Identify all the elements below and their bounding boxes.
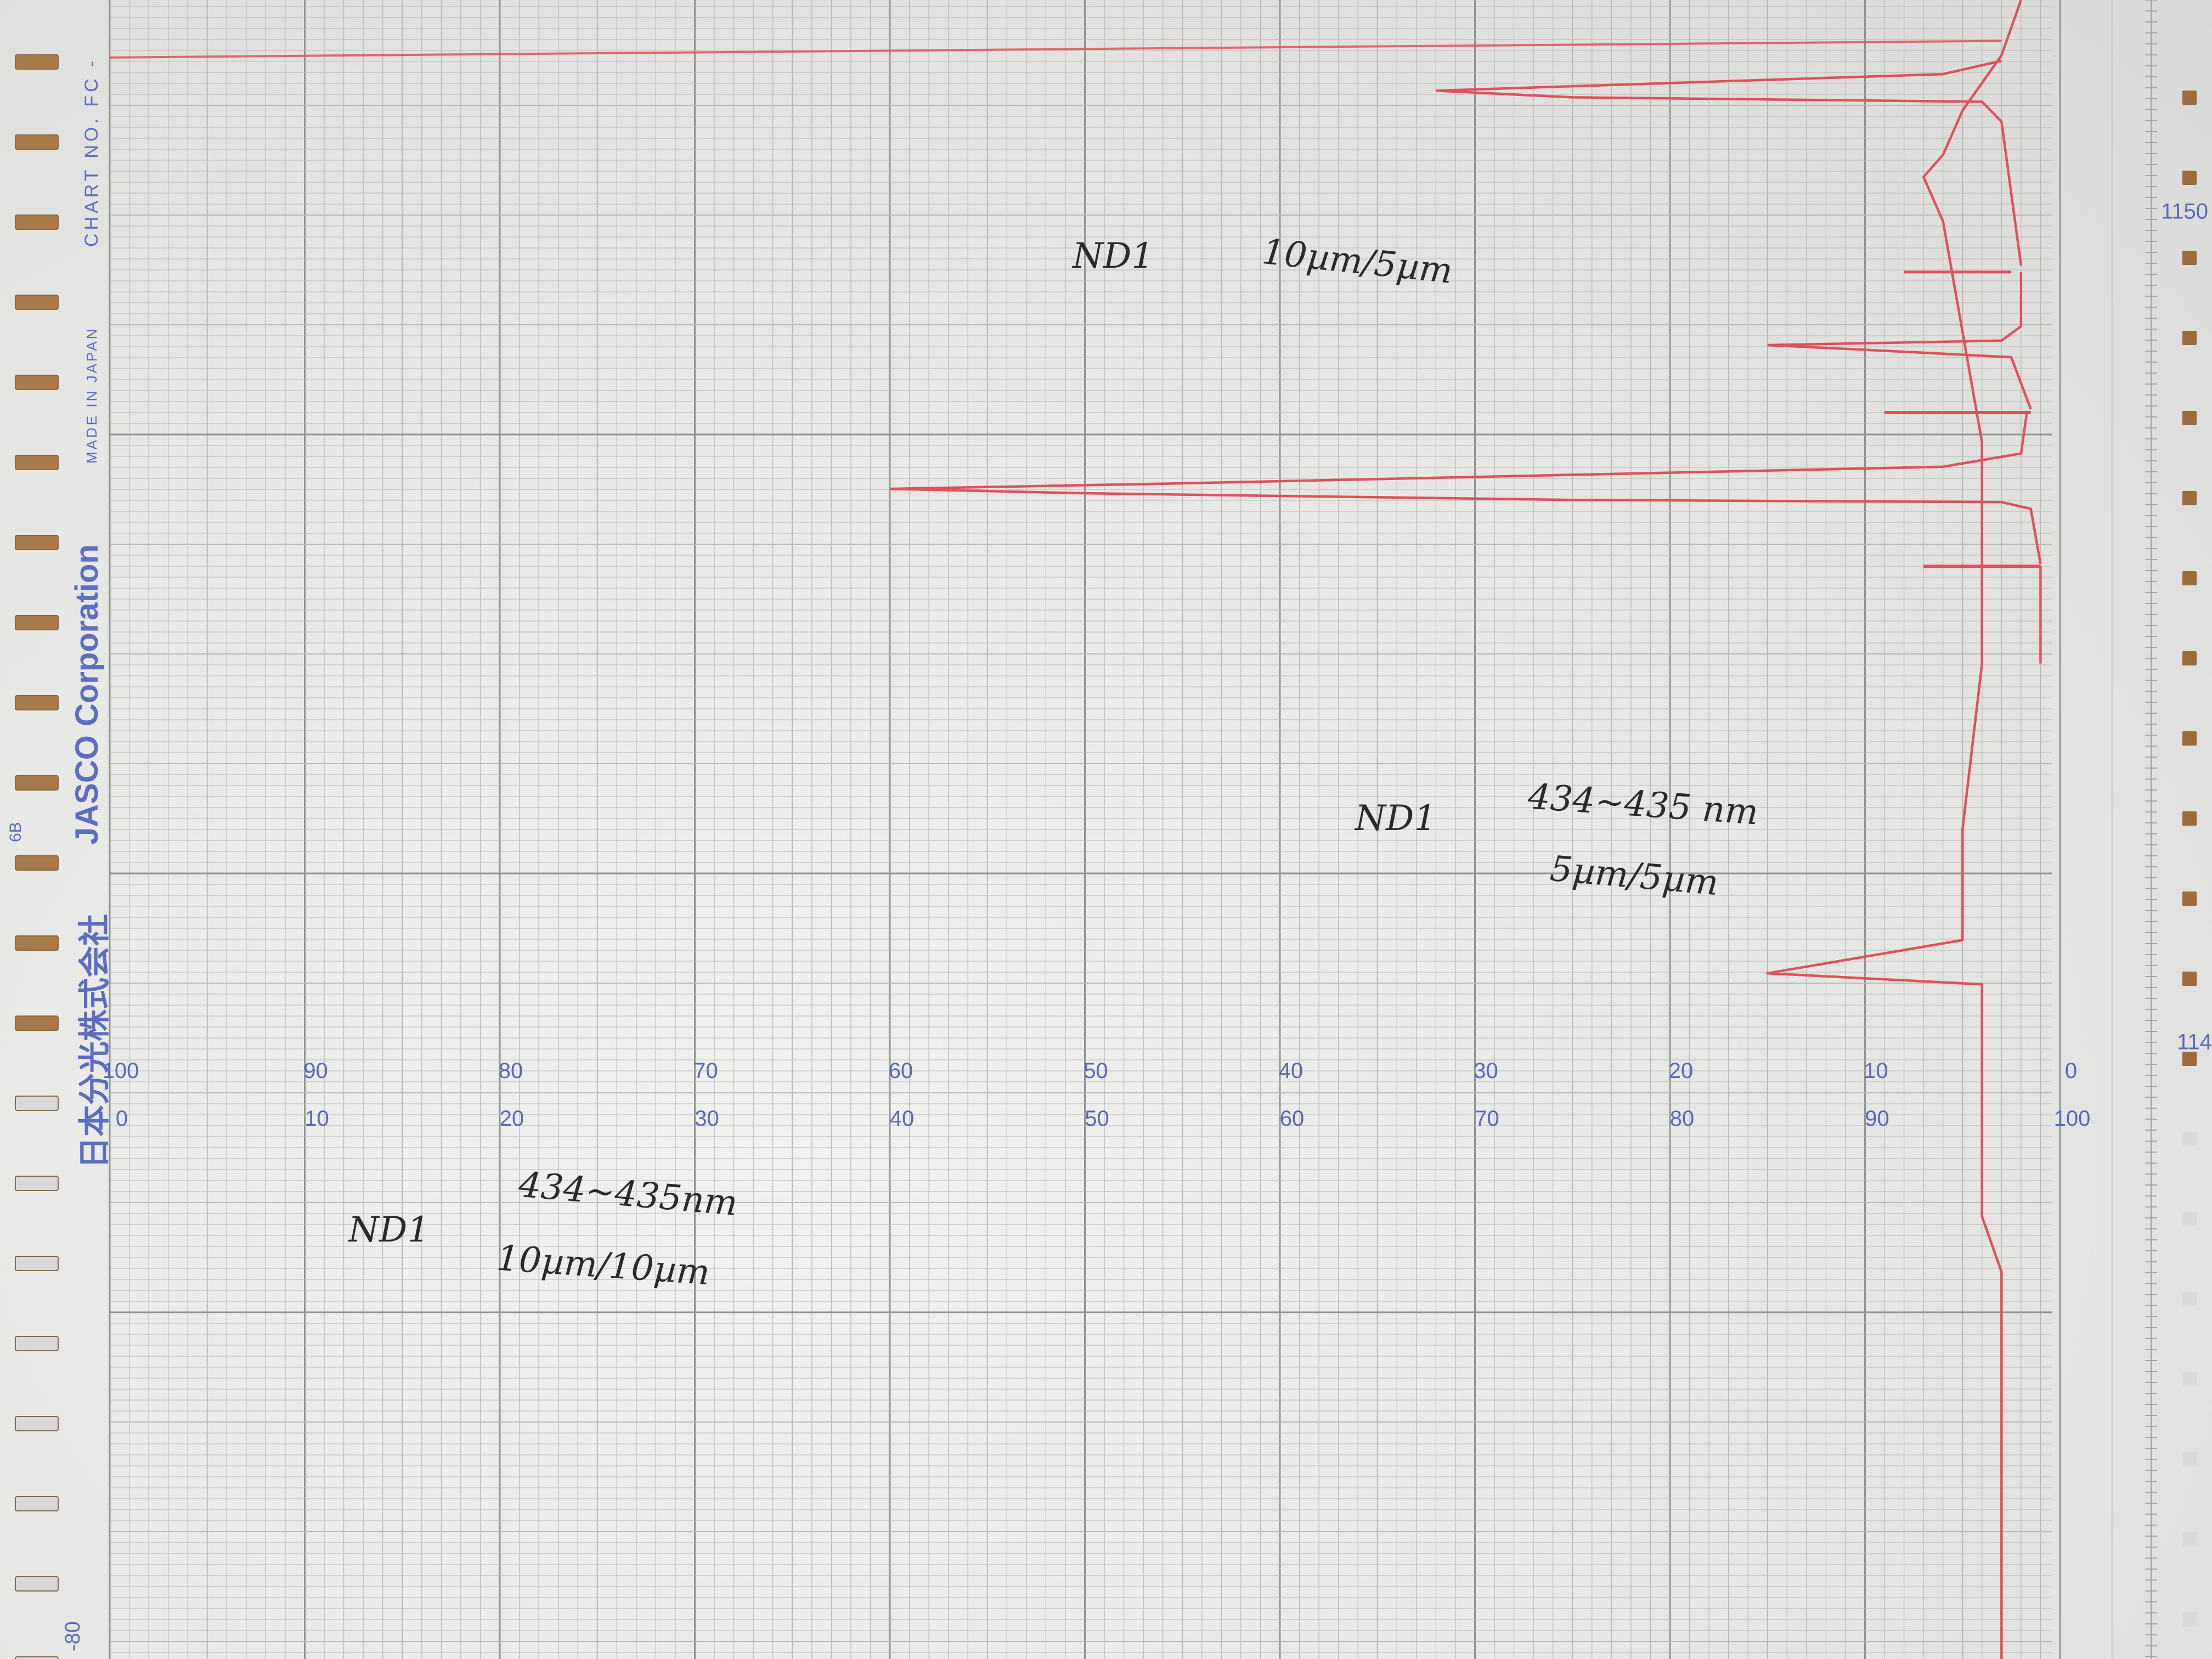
margin-label-6b: 6B	[7, 822, 25, 842]
sprocket-hole-left	[15, 935, 59, 951]
x-scale-top-tick-label: 50	[1084, 1059, 1108, 1083]
company-name-english: JASCO Corporation	[69, 544, 105, 845]
sprocket-hole-right	[2182, 1292, 2197, 1306]
x-scale-bottom-tick-label: 10	[304, 1107, 329, 1131]
x-scale-top-tick-label: 30	[1474, 1059, 1498, 1083]
sprocket-hole-right	[2182, 1372, 2197, 1386]
sprocket-hole-left	[15, 1576, 59, 1592]
x-scale-bottom-tick-label: 80	[1670, 1107, 1695, 1131]
trace-peak-3	[889, 412, 2042, 565]
sprocket-hole-left	[15, 615, 59, 630]
sprocket-hole-right	[2182, 571, 2197, 585]
x-scale-bottom-tick-label: 50	[1085, 1107, 1109, 1131]
sprocket-hole-left	[15, 1336, 59, 1351]
sprocket-hole-right	[2182, 1532, 2197, 1547]
sprocket-hole-right	[2182, 411, 2197, 425]
x-scale-bottom-tick-label: 30	[695, 1107, 719, 1131]
x-scale-bottom-tick-label: 70	[1475, 1107, 1499, 1131]
sprocket-hole-left	[15, 1096, 59, 1111]
sprocket-hole-left	[15, 695, 59, 710]
trace-series-2	[1766, 830, 2003, 1659]
sprocket-hole-right	[2182, 91, 2197, 105]
sprocket-hole-left	[15, 535, 59, 550]
annotation-1-label: ND1	[1073, 236, 1154, 276]
sprocket-hole-right	[2182, 972, 2197, 986]
x-scale-top-tick-label: 90	[303, 1059, 328, 1083]
sprocket-hole-left	[15, 1256, 59, 1271]
chart-number-label: CHART NO. FC -	[81, 57, 102, 247]
x-scale-top-tick-label: 60	[889, 1059, 913, 1083]
sprocket-hole-right	[2182, 1612, 2197, 1627]
trace-baseline-segment	[109, 40, 2002, 59]
sprocket-hole-right	[2182, 1052, 2197, 1066]
sprocket-hole-left	[15, 1176, 59, 1191]
sprocket-hole-left	[15, 1015, 59, 1031]
x-scale-bottom-tick-label: 40	[890, 1107, 915, 1131]
sprocket-hole-right	[2182, 651, 2197, 665]
x-scale-top-tick-label: 40	[1279, 1059, 1304, 1083]
annotation-2-label: ND1	[1355, 798, 1437, 839]
sprocket-hole-left	[15, 134, 59, 150]
x-scale-bottom-tick-label: 100	[2054, 1107, 2091, 1131]
sprocket-hole-right	[2182, 811, 2197, 826]
right-margin-label-1150: 1150	[2160, 199, 2209, 224]
trace-peak-1	[1436, 59, 2023, 266]
x-scale-top-tick-label: 20	[1669, 1059, 1694, 1083]
x-scale-top-tick-label: 10	[1864, 1059, 1888, 1083]
x-scale-bottom-tick-label: 0	[116, 1107, 128, 1131]
sprocket-hole-left	[15, 1416, 59, 1431]
sprocket-hole-right	[2182, 331, 2197, 345]
sprocket-hole-right	[2182, 1452, 2197, 1466]
x-scale-top-tick-label: 100	[103, 1059, 139, 1083]
annotation-3-label: ND1	[348, 1210, 430, 1250]
trace-peak-2	[1767, 272, 2032, 410]
x-scale-bottom-tick-label: 60	[1280, 1107, 1305, 1131]
sprocket-hole-right	[2182, 171, 2197, 185]
x-scale-top-tick-label: 70	[693, 1059, 718, 1083]
made-in-label: MADE IN JAPAN	[83, 326, 100, 464]
sprocket-hole-left	[15, 1656, 59, 1659]
sprocket-hole-left	[15, 215, 59, 230]
sprocket-hole-right	[2182, 1132, 2197, 1146]
x-scale-top-tick-label: 0	[2065, 1059, 2077, 1083]
sprocket-hole-right	[2182, 731, 2197, 746]
sprocket-hole-left	[15, 295, 59, 310]
sprocket-hole-right	[2182, 891, 2197, 906]
sprocket-hole-left	[15, 775, 59, 791]
sprocket-hole-left	[15, 54, 59, 70]
sprocket-hole-left	[15, 855, 59, 871]
sprocket-hole-right	[2182, 251, 2197, 265]
x-scale-bottom-tick-label: 90	[1865, 1107, 1889, 1131]
right-margin-label-114: 114	[2177, 1030, 2212, 1054]
sprocket-hole-left	[15, 375, 59, 390]
x-scale-bottom-tick-label: 20	[500, 1107, 524, 1131]
x-scale-top-tick-label: 80	[499, 1059, 523, 1083]
company-name-japanese: 日本分光株式会社	[77, 913, 112, 1169]
sprocket-hole-left	[15, 1496, 59, 1511]
sprocket-hole-right	[2182, 1212, 2197, 1226]
sprocket-hole-left	[15, 455, 59, 470]
margin-label-neg80: -80	[61, 1621, 84, 1651]
sprocket-hole-right	[2182, 491, 2197, 505]
trace-series-1	[1922, 0, 2023, 830]
